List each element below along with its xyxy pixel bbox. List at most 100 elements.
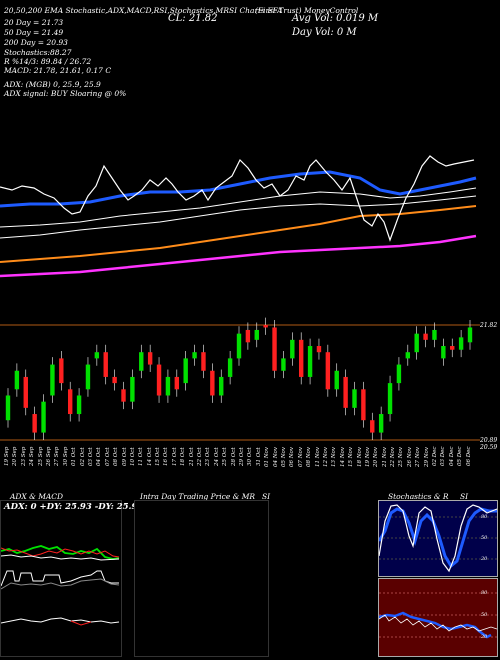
date-tick-label: 30 Sep [62, 447, 69, 467]
price-line [0, 155, 475, 242]
date-tick-label: 07 Oct [104, 447, 111, 466]
date-tick-label: 18 Oct [180, 447, 187, 466]
candle-down [156, 364, 162, 396]
date-tick-label: 08 Nov [306, 447, 313, 467]
date-tick-label: 24 Oct [213, 447, 220, 466]
mrsi-panel-title: Intra Day Trading Price & MR [140, 492, 256, 501]
candle-down [147, 352, 153, 365]
candle-up [405, 352, 411, 359]
stoch-tick-20: 20 [481, 556, 488, 562]
date-tick-label: 15 Nov [348, 447, 355, 467]
stochastics-panel: 80 50 20 [378, 500, 498, 577]
candle-bottom-price-label-2: 20.59 [480, 444, 498, 451]
intraday-mrsi-panel [134, 500, 269, 657]
stoch-tick-50: 50 [481, 535, 488, 541]
date-tick-label: 30 Oct [247, 447, 254, 466]
stoch-panel-si: SI [460, 492, 469, 501]
date-tick-label: 14 Oct [146, 447, 153, 466]
date-tick-label: 31 Oct [255, 447, 262, 466]
candle-up [85, 364, 91, 390]
candle-up [41, 401, 46, 433]
candle-down [67, 389, 73, 415]
candle-up [387, 383, 393, 415]
candle-down [263, 325, 268, 328]
adx-panel: ADX: 0 +DY: 25.93 -DY: 25.93 [0, 500, 143, 657]
candle-down [370, 420, 375, 433]
date-tick-label: 05 Nov [280, 447, 287, 467]
candle-top-price-label: 21.82 [480, 322, 498, 329]
ema20-line [0, 170, 477, 208]
date-axis: 19 Sep 20 Sep 23 Sep 24 Sep 25 Sep 26 Sep 27 S… [0, 447, 500, 492]
ema50-line [0, 187, 477, 228]
stochastics-plot [379, 504, 497, 573]
candle-down [59, 358, 64, 384]
date-tick-label: 20 Nov [373, 447, 380, 467]
close-label: CL: 21.82 [168, 13, 218, 24]
stochastics-label: Stochastics:88.27 [4, 48, 72, 57]
day-volume-label: Day Vol: 0 M [292, 27, 357, 38]
candle-up [192, 352, 197, 359]
date-tick-label: 25 Sep [37, 447, 44, 467]
date-tick-label: 25 Nov [398, 447, 405, 467]
date-tick-label: 06 Nov [289, 447, 296, 467]
candle-up [76, 395, 82, 415]
date-tick-label: 19 Nov [364, 447, 371, 467]
date-tick-label: 14 Nov [339, 447, 346, 467]
date-tick-label: 17 Oct [171, 447, 178, 466]
candlestick-chart [0, 317, 480, 441]
candle-up [352, 389, 357, 408]
candle-down [112, 376, 117, 384]
macd-histogram-negative-line [70, 620, 92, 626]
rsi-label: R %14/3: 89.84 / 26.72 [4, 57, 92, 66]
date-tick-label: 24 Sep [29, 447, 36, 467]
adx-values: ADX: 0 +DY: 25.93 -DY: 25.93 [4, 502, 144, 512]
candle-down [450, 346, 455, 350]
date-tick-label: 09 Oct [121, 447, 128, 466]
candle-down [245, 329, 251, 343]
date-tick-label: 06 Dec [465, 447, 472, 467]
candle-up [5, 395, 11, 421]
candle-up [183, 358, 188, 384]
rsi-panel: 80 50 20 [378, 578, 498, 657]
candle-down [272, 327, 277, 371]
date-tick-label: 02 Dec [432, 447, 439, 467]
macd-histogram-line [1, 617, 120, 624]
adx-minus-di-line [1, 547, 120, 558]
candle-up [307, 346, 313, 377]
candle-down [361, 389, 366, 421]
date-tick-label: 01 Nov [264, 447, 271, 467]
candles-group [5, 317, 473, 440]
ema200-label: 200 Day = 20.93 [4, 38, 68, 47]
candle-up [432, 329, 437, 340]
stoch-k-line [379, 504, 497, 573]
date-tick-label: 16 Oct [163, 447, 170, 466]
header-title-right: (First Trust) MoneyControl [255, 6, 359, 15]
candle-up [467, 327, 473, 343]
candle-up [378, 414, 384, 433]
header-top-line: 20,50,200 EMA Stochastic,ADX,MACD,RSI,St… [4, 6, 283, 15]
date-tick-label: 21 Nov [381, 447, 388, 467]
date-tick-label: 27 Sep [54, 447, 61, 467]
date-tick-label: 25 Oct [222, 447, 229, 466]
mrsi-panel-si: SI [262, 492, 271, 501]
rsi-tick-50: 50 [481, 612, 488, 618]
rsi-plot [379, 592, 497, 639]
macd-line [1, 570, 119, 587]
candle-up [334, 370, 339, 390]
stoch-tick-80: 80 [481, 514, 488, 520]
date-tick-label: 29 Nov [423, 447, 430, 467]
candle-down [316, 346, 322, 353]
date-tick-label: 01 Oct [71, 447, 78, 466]
candle-down [325, 352, 331, 390]
adx-panel-title: ADX & MACD [10, 492, 64, 501]
candle-down [23, 376, 28, 408]
date-tick-label: 11 Nov [314, 447, 321, 467]
adx-label: ADX: (MGB) 0, 25.9, 25.9 [4, 80, 101, 89]
date-tick-label: 02 Oct [79, 447, 86, 466]
candle-up [50, 364, 55, 396]
candle-up [414, 333, 419, 353]
date-tick-label: 07 Nov [297, 447, 304, 467]
candle-down [210, 370, 215, 396]
stoch-panel-title: Stochastics & R [388, 492, 449, 501]
candle-down [423, 333, 428, 340]
